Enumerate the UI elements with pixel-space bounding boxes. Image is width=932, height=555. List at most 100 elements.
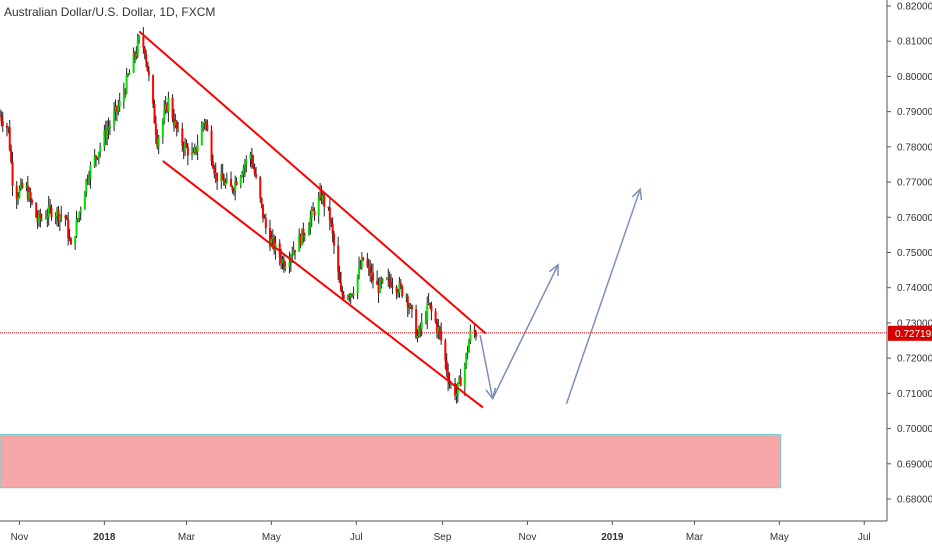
candle-down xyxy=(366,259,369,267)
candle-down xyxy=(280,257,283,264)
candle-down xyxy=(57,209,60,221)
candle-up xyxy=(387,277,390,279)
candle-up xyxy=(427,302,430,304)
projection-arrow-1 xyxy=(479,335,494,399)
candle-down xyxy=(252,164,255,168)
candle-up xyxy=(466,352,469,354)
price-tick-label: 0.70000 xyxy=(897,424,932,435)
candle-down xyxy=(440,330,443,341)
candle-down xyxy=(445,360,448,372)
candle-up xyxy=(125,75,128,93)
candle-down xyxy=(231,186,234,191)
candle-up xyxy=(7,127,10,129)
candle-down xyxy=(380,279,383,282)
price-tick-label: 0.69000 xyxy=(897,459,932,470)
candle-down xyxy=(273,237,276,251)
candle-down xyxy=(5,125,8,129)
time-tick-label: Nov xyxy=(11,532,29,543)
candle-up xyxy=(184,143,187,151)
candle-down xyxy=(186,147,189,156)
channel-lower-line xyxy=(162,160,484,409)
candle-up xyxy=(44,218,47,220)
candle-down xyxy=(39,213,42,219)
candle-down xyxy=(86,179,89,181)
candle-down xyxy=(232,190,235,192)
candle-up xyxy=(224,182,227,186)
candle-down xyxy=(338,271,341,283)
time-tick-label: Nov xyxy=(519,532,537,543)
candle-up xyxy=(132,52,135,73)
candle-down xyxy=(171,97,174,119)
candle-up xyxy=(352,292,355,296)
price-tick-label: 0.73000 xyxy=(897,318,932,329)
candle-down xyxy=(31,199,34,204)
candle-down xyxy=(401,285,404,297)
candle-up xyxy=(46,216,49,219)
candle-up xyxy=(117,106,120,112)
candle-up xyxy=(196,145,199,152)
candle-down xyxy=(367,266,370,268)
channel-layer xyxy=(138,30,487,409)
candle-up xyxy=(310,209,313,218)
candle-up xyxy=(108,125,111,128)
candle-down xyxy=(143,47,146,55)
candle-up xyxy=(349,293,352,297)
candle-up xyxy=(89,165,92,179)
candle-up xyxy=(455,393,458,396)
candle-up xyxy=(128,72,131,75)
candle-up xyxy=(85,179,88,193)
candle-down xyxy=(142,36,145,48)
candle-up xyxy=(28,191,31,200)
candle-up xyxy=(75,219,78,237)
candle-up xyxy=(398,282,401,293)
candle-down xyxy=(320,192,323,201)
candle-up xyxy=(58,215,61,221)
candle-up xyxy=(300,228,303,246)
time-tick-label: 2018 xyxy=(93,532,116,543)
time-tick-label: Jul xyxy=(350,532,363,543)
candle-down xyxy=(399,282,402,286)
candle-down xyxy=(206,124,209,131)
candle-down xyxy=(260,197,263,205)
candle-up xyxy=(467,341,470,353)
candle-down xyxy=(313,210,316,216)
candle-down xyxy=(35,203,38,218)
candle-down xyxy=(359,266,362,268)
candle-down xyxy=(259,176,262,198)
candle-up xyxy=(103,130,106,147)
candle-down xyxy=(223,180,226,186)
candle-up xyxy=(281,259,284,264)
candle-down xyxy=(29,191,32,200)
candle-up xyxy=(291,254,294,257)
time-tick-label: Mar xyxy=(178,532,196,543)
candle-down xyxy=(115,106,118,112)
chart-title: Australian Dollar/U.S. Dollar, 1D, FXCM xyxy=(4,5,216,19)
candle-up xyxy=(370,272,373,276)
candle-up xyxy=(420,321,423,329)
support-zone-layer xyxy=(0,434,782,489)
price-tick-label: 0.72000 xyxy=(897,354,932,365)
candle-up xyxy=(157,137,160,147)
candle-down xyxy=(15,185,18,199)
candle-down xyxy=(282,259,285,269)
candle-down xyxy=(430,305,433,312)
candle-down xyxy=(192,152,195,154)
candle-up xyxy=(409,305,412,308)
candle-up xyxy=(193,147,196,153)
candle-down xyxy=(50,207,53,217)
candle-down xyxy=(264,218,267,229)
candle-up xyxy=(203,121,206,125)
candle-down xyxy=(175,121,178,129)
candle-down xyxy=(339,282,342,291)
time-tick-label: Mar xyxy=(686,532,704,543)
candle-down xyxy=(67,219,70,238)
candle-down xyxy=(302,228,305,237)
candle-up xyxy=(56,209,59,217)
candle-down xyxy=(49,205,52,208)
candle-down xyxy=(341,290,344,295)
candle-up xyxy=(113,111,116,126)
candle-up xyxy=(19,182,22,189)
